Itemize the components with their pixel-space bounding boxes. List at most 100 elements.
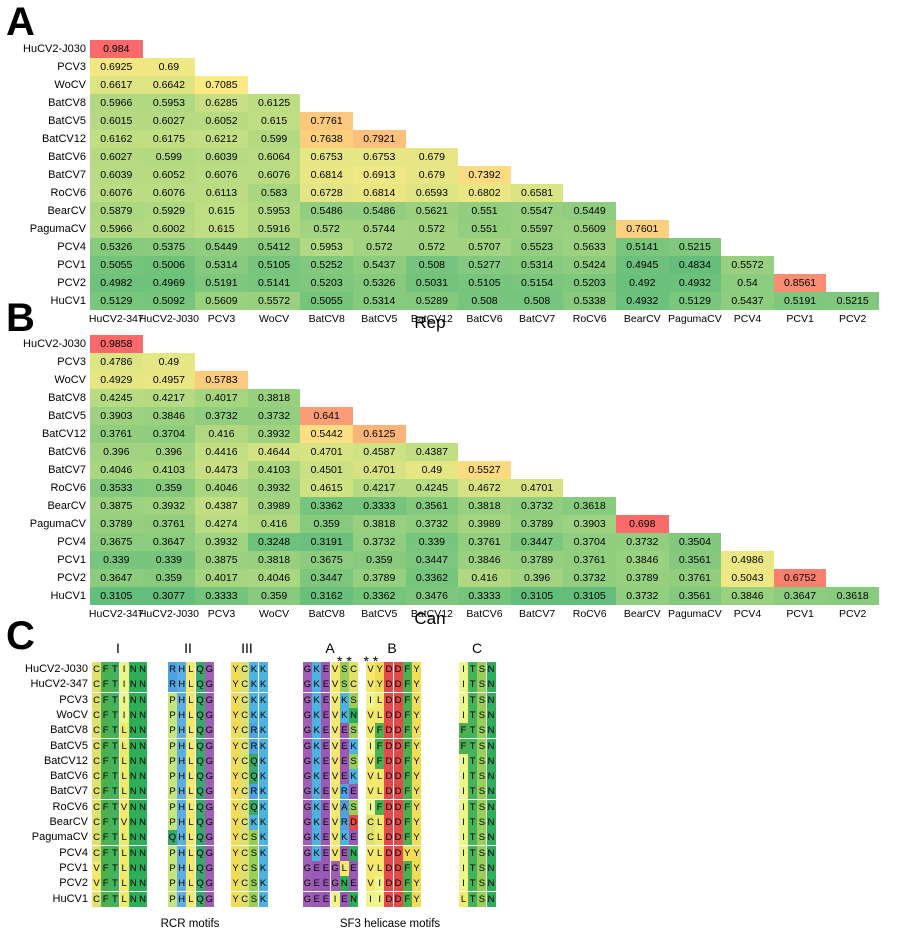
residue-cell: K <box>258 769 268 785</box>
residue-cell: C <box>240 876 250 892</box>
rep-row-label: RoCV6 <box>50 187 86 199</box>
residue-cell: V <box>330 707 340 723</box>
residue-cell: K <box>249 677 259 693</box>
residue-cell: N <box>138 830 147 846</box>
residue-cell: Y <box>412 784 421 800</box>
residue-cell: T <box>468 677 478 693</box>
residue-cell: L <box>186 677 196 693</box>
residue-cell: C <box>240 723 250 739</box>
residue-cell: K <box>312 784 322 800</box>
can-cell: 0.4017 <box>195 389 248 407</box>
residue-cell: T <box>110 891 120 907</box>
residue-cell: L <box>186 769 196 785</box>
can-cell: 0.49 <box>142 353 196 371</box>
rep-cell: 0.5929 <box>142 202 196 220</box>
rep-col-label: PagumaCV <box>668 313 722 325</box>
can-cell: 0.416 <box>247 515 301 533</box>
residue-cell: N <box>138 799 147 815</box>
residue-cell: H <box>177 662 187 677</box>
residue-cell: D <box>384 707 394 723</box>
residue-cell: N <box>128 891 138 907</box>
residue-cell: Y <box>231 769 240 785</box>
residue-cell: E <box>339 769 349 785</box>
rep-cell: 0.6285 <box>195 94 248 112</box>
residue-cell: N <box>486 891 496 907</box>
residue-cell: C <box>92 738 101 754</box>
residue-cell: Y <box>412 723 421 739</box>
residue-cell: I <box>459 815 468 830</box>
can-cell: 0.3504 <box>668 533 722 551</box>
rep-cell: 0.5191 <box>773 292 827 310</box>
sequence-name: BatCV6 <box>50 770 88 783</box>
residue-cell: K <box>258 707 268 723</box>
rep-row-label: BatCV7 <box>48 169 86 181</box>
rep-cell: 0.572 <box>405 220 459 238</box>
residue-cell: G <box>303 815 312 830</box>
rep-cell: 0.572 <box>353 238 406 256</box>
residue-cell: E <box>321 769 331 785</box>
residue-cell: D <box>393 738 403 754</box>
rep-cell: 0.4982 <box>90 274 143 292</box>
can-cell: 0.339 <box>90 551 143 569</box>
residue-cell: C <box>92 784 101 800</box>
can-cell: 0.3647 <box>90 569 143 587</box>
residue-cell: F <box>101 799 111 815</box>
residue-cell: N <box>486 753 496 769</box>
residue-cell: Y <box>402 845 412 861</box>
can-cell: 0.4416 <box>195 443 248 461</box>
can-col-label: HuCV2-J030 <box>138 608 199 620</box>
rep-row-label: WoCV <box>54 79 86 91</box>
residue-cell: Q <box>195 784 205 800</box>
rep-cell: 0.5597 <box>510 220 564 238</box>
residue-cell: K <box>312 707 322 723</box>
residue-cell: K <box>258 860 268 876</box>
can-cell: 0.9858 <box>90 335 143 353</box>
residue-cell: D <box>393 692 403 708</box>
residue-cell: V <box>330 799 340 815</box>
can-cell: 0.3732 <box>353 533 406 551</box>
residue-cell: T <box>468 692 478 708</box>
rep-cell: 0.5424 <box>563 256 616 274</box>
residue-cell: V <box>366 677 375 693</box>
residue-cell: N <box>128 692 138 708</box>
residue-cell: V <box>92 860 101 876</box>
residue-cell: E <box>321 753 331 769</box>
rep-cell: 0.5437 <box>353 256 406 274</box>
residue-cell: C <box>92 662 101 677</box>
residue-cell: P <box>168 707 177 723</box>
residue-cell: D <box>384 891 394 907</box>
residue-cell: F <box>402 876 412 892</box>
can-row-label: BatCV6 <box>48 446 86 458</box>
residue-cell: V <box>330 769 340 785</box>
can-cell: 0.3362 <box>300 497 353 515</box>
residue-cell: T <box>110 707 120 723</box>
residue-cell: Y <box>231 738 240 754</box>
sequence-name: BatCV12 <box>43 754 88 767</box>
residue-cell: T <box>468 845 478 861</box>
residue-cell: V <box>366 723 375 739</box>
can-cell: 0.3818 <box>353 515 406 533</box>
rep-cell: 0.508 <box>510 292 564 310</box>
residue-cell: L <box>186 753 196 769</box>
residue-cell: N <box>138 753 147 769</box>
can-cell: 0.3732 <box>616 587 669 605</box>
residue-cell: D <box>393 830 403 846</box>
residue-cell: N <box>138 692 147 708</box>
rep-cell: 0.984 <box>90 40 143 58</box>
residue-cell: P <box>168 784 177 800</box>
residue-cell: F <box>101 753 111 769</box>
can-cell: 0.3789 <box>353 569 406 587</box>
can-cell: 0.3077 <box>142 587 196 605</box>
residue-cell: Y <box>412 769 421 785</box>
residue-cell: I <box>459 876 468 892</box>
rep-cell: 0.6162 <box>90 130 143 148</box>
residue-cell: N <box>138 876 147 892</box>
rep-cell: 0.5314 <box>510 256 564 274</box>
residue-cell: K <box>312 692 322 708</box>
residue-cell: K <box>258 753 268 769</box>
residue-cell: S <box>477 830 487 846</box>
rep-cell: 0.5215 <box>826 292 879 310</box>
residue-cell: G <box>204 876 214 892</box>
rep-col-label: BatCV5 <box>361 313 398 325</box>
residue-cell: L <box>186 845 196 861</box>
